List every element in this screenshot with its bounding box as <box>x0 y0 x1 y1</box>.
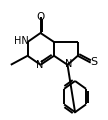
Text: S: S <box>90 57 97 67</box>
Text: N: N <box>36 60 44 70</box>
Text: N: N <box>65 59 72 69</box>
Text: HN: HN <box>14 36 29 46</box>
Text: O: O <box>36 12 45 22</box>
